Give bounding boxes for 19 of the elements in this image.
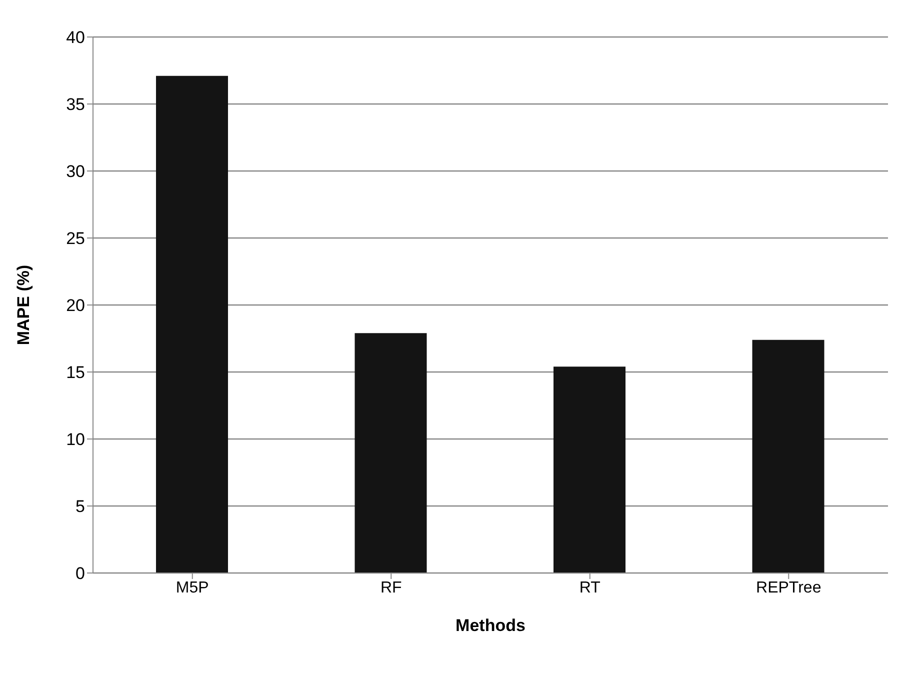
bar xyxy=(354,333,427,573)
y-tick-label: 10 xyxy=(66,430,85,450)
x-tick-label: RF xyxy=(380,579,402,596)
y-tick-label: 35 xyxy=(66,95,85,114)
y-tick-label: 20 xyxy=(66,296,85,316)
y-tick-label: 0 xyxy=(76,564,85,584)
y-axis-title: MAPE (%) xyxy=(14,264,34,346)
y-tick-label: 40 xyxy=(66,28,85,48)
y-tick-label: 15 xyxy=(66,363,85,382)
bar xyxy=(156,76,228,573)
y-tick-label: 30 xyxy=(66,162,85,182)
bar xyxy=(752,340,824,573)
y-tick-label: 25 xyxy=(66,229,85,248)
x-axis-title: Methods xyxy=(456,616,526,635)
x-tick-label: REPTree xyxy=(756,579,822,596)
y-tick-label: 5 xyxy=(76,497,85,516)
bar xyxy=(554,366,626,573)
x-tick-label: RT xyxy=(579,579,601,596)
x-tick-label: M5P xyxy=(176,579,209,596)
